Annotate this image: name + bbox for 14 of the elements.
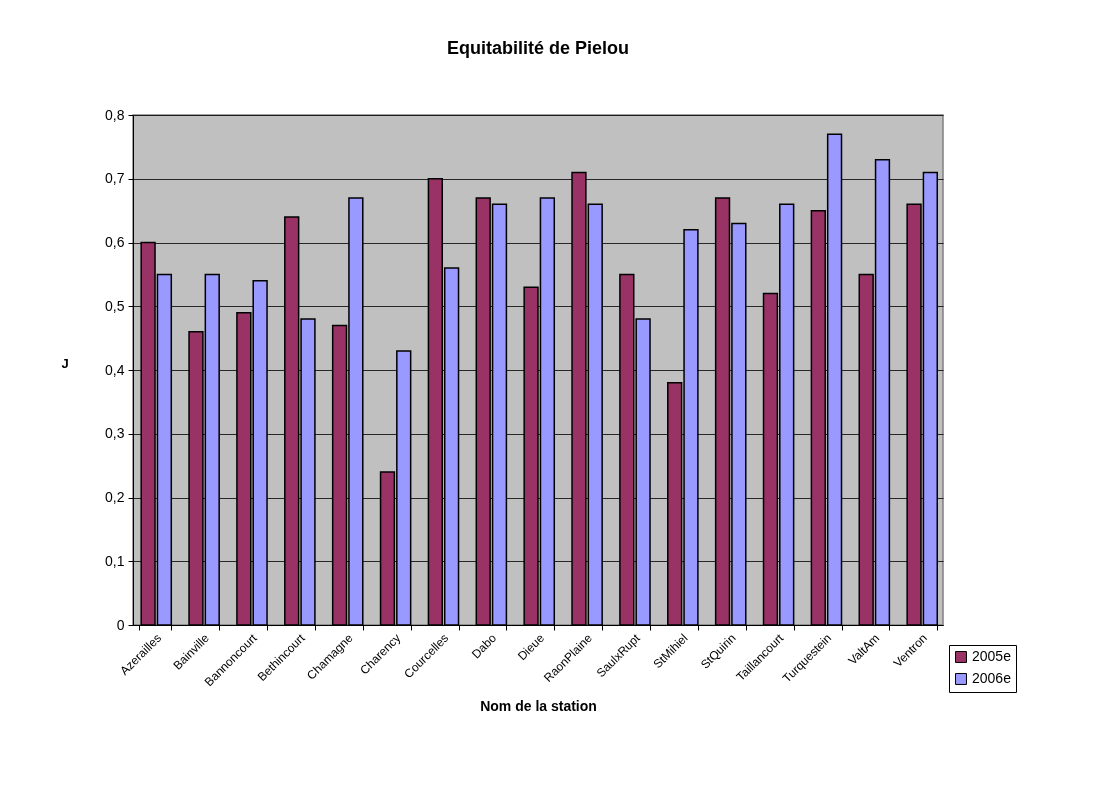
y-tick-label: 0 [116,616,125,633]
y-tick-label: 0,1 [105,552,125,569]
y-tick-label: 0,6 [105,234,125,250]
y-tick-label: 0,8 [105,106,125,123]
y-tick-label: 0,7 [105,170,125,187]
x-axis-title: Nom de la station [480,698,597,715]
y-tick-label: 0,3 [105,425,125,442]
legend-label: 2006e [972,670,1012,686]
legend-label: 2005e [972,648,1012,664]
y-axis-title: J [61,355,69,371]
y-tick-label: 0,5 [105,297,125,314]
chart-title: Equitabilité de Pielou [446,38,630,58]
y-tick-label: 0,4 [105,361,125,378]
y-tick-label: 0,2 [105,489,125,505]
